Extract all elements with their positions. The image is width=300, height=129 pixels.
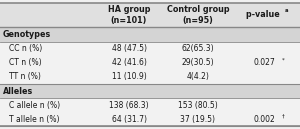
- Text: p-value: p-value: [246, 10, 282, 19]
- Text: 138 (68.3): 138 (68.3): [109, 101, 149, 110]
- Text: 4(4.2): 4(4.2): [187, 72, 209, 81]
- Bar: [0, 56, 300, 70]
- Text: 37 (19.5): 37 (19.5): [181, 115, 215, 124]
- Text: Genotypes: Genotypes: [3, 30, 51, 39]
- Text: CT n (%): CT n (%): [9, 58, 42, 67]
- Bar: [0, 98, 300, 112]
- Bar: [0, 112, 300, 126]
- Text: C allele n (%): C allele n (%): [9, 101, 60, 110]
- Text: 62(65.3): 62(65.3): [182, 44, 214, 53]
- Bar: [0, 84, 300, 98]
- Text: HA group
(n=101): HA group (n=101): [108, 5, 150, 25]
- Text: TT n (%): TT n (%): [9, 72, 41, 81]
- Text: *: *: [282, 57, 285, 62]
- Text: T allele n (%): T allele n (%): [9, 115, 59, 124]
- Text: Alleles: Alleles: [3, 87, 33, 96]
- Bar: [0, 3, 300, 27]
- Text: 153 (80.5): 153 (80.5): [178, 101, 218, 110]
- Text: 0.002: 0.002: [253, 115, 275, 124]
- Text: 48 (47.5): 48 (47.5): [112, 44, 146, 53]
- Bar: [0, 27, 300, 42]
- Text: 64 (31.7): 64 (31.7): [112, 115, 146, 124]
- Text: a: a: [285, 8, 288, 13]
- Text: 11 (10.9): 11 (10.9): [112, 72, 146, 81]
- Text: †: †: [282, 114, 285, 119]
- Text: 42 (41.6): 42 (41.6): [112, 58, 146, 67]
- Text: Control group
(n=95): Control group (n=95): [167, 5, 229, 25]
- Bar: [0, 42, 300, 56]
- Text: CC n (%): CC n (%): [9, 44, 42, 53]
- Text: 29(30.5): 29(30.5): [182, 58, 214, 67]
- Bar: [0, 70, 300, 84]
- Text: 0.027: 0.027: [253, 58, 275, 67]
